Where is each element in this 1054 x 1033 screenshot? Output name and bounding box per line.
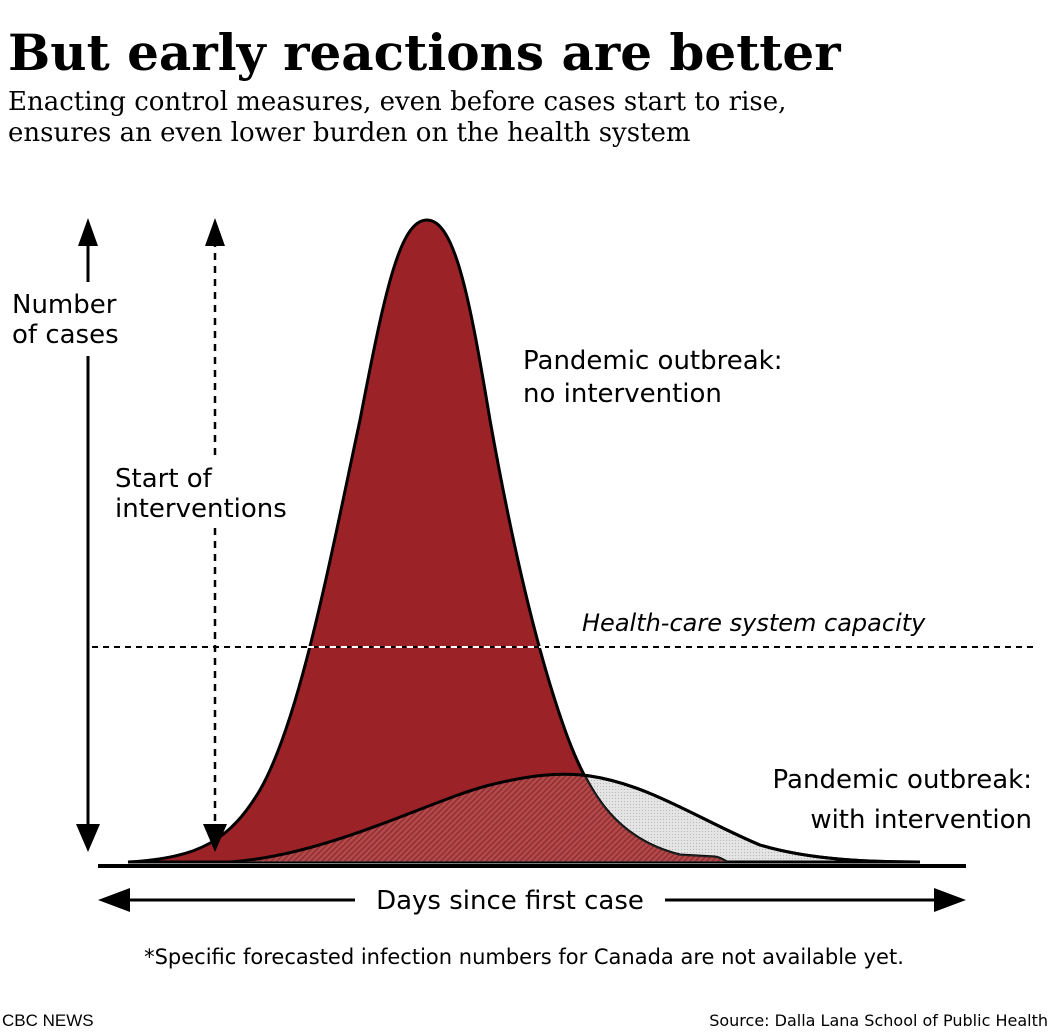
y-axis-label-1: Number: [12, 290, 117, 320]
with-intervention-label-1: Pandemic outbreak:: [773, 765, 1032, 795]
subtitle-line-2: ensures an even lower burden on the heal…: [8, 118, 691, 148]
capacity-label: Health-care system capacity: [582, 609, 926, 637]
with-intervention-outline: [229, 772, 921, 864]
x-axis-label: Days since first case: [376, 886, 644, 916]
title: But early reactions are better: [8, 23, 841, 82]
no-intervention-label-1: Pandemic outbreak:: [523, 346, 782, 376]
footnote: *Specific forecasted infection numbers f…: [144, 945, 904, 969]
source: Source: Dalla Lana School of Public Heal…: [709, 1011, 1048, 1030]
subtitle-line-1: Enacting control measures, even before c…: [8, 87, 786, 117]
y-axis-label-2: of cases: [12, 320, 119, 350]
no-intervention-curve: [127, 218, 729, 864]
intervention-label-1: Start of: [115, 464, 213, 494]
no-intervention-label-2: no intervention: [523, 379, 722, 409]
overlap-region: [230, 774, 729, 862]
brand: CBC NEWS: [2, 1011, 94, 1030]
with-intervention-label-2: with intervention: [810, 805, 1032, 835]
intervention-label-2: interventions: [115, 494, 287, 524]
